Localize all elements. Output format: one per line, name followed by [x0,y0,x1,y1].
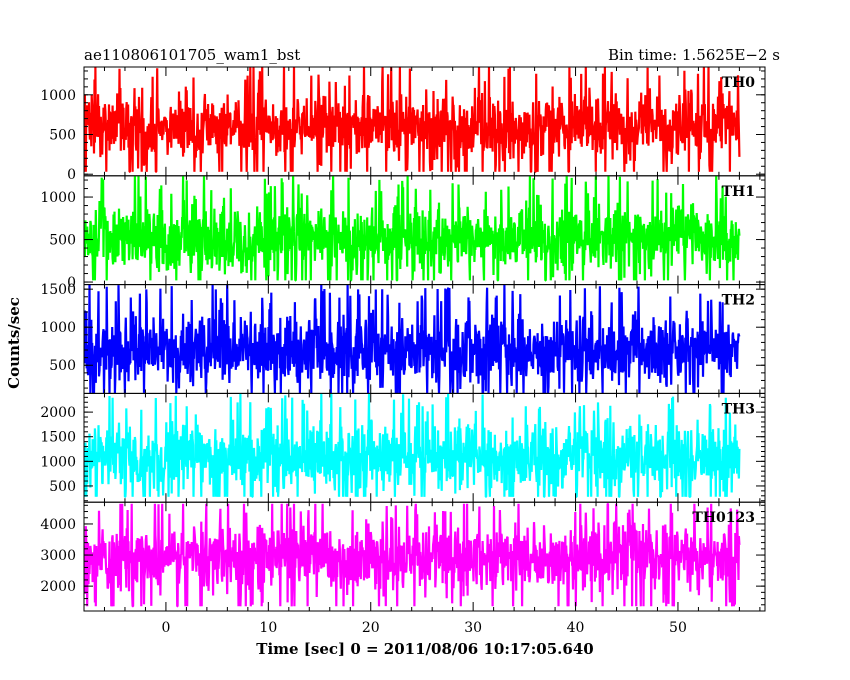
panels-group: 0 500 1000 TH0 0 500 1000 TH1 500 1000 1500 TH2 500 1… [40,66,766,612]
series-th3 [84,393,741,498]
panel-label: TH0 [722,75,756,91]
series-th2 [84,284,741,394]
panel-th0: 0 500 1000 TH0 [40,66,766,183]
x-tick-label: 0 [161,620,170,636]
x-tick-label: 20 [362,620,380,636]
panel-label: TH0123 [692,510,755,526]
y-tick-label: 2000 [40,579,76,595]
panel-label: TH3 [722,401,755,417]
series-th0123 [84,502,741,608]
y-tick-label: 500 [49,128,76,144]
x-tick-label: 50 [669,620,687,636]
series-th0 [84,67,741,173]
panel-label: TH2 [722,293,755,309]
panel-th0123: 2000 3000 4000 TH0123 [40,501,766,612]
y-tick-label: 1000 [40,454,76,470]
panel-frame [83,501,766,612]
series-th1 [84,175,741,282]
y-tick-label: 2000 [40,405,76,421]
y-tick-label: 1000 [40,190,76,206]
y-tick-label: 1500 [40,282,76,298]
y-tick-label: 4000 [40,517,76,533]
x-tick-label: 40 [567,620,585,636]
y-tick-label: 500 [49,479,76,495]
y-tick-label: 1000 [40,88,76,104]
x-axis: 0 10 20 30 40 50 [161,620,686,636]
x-tick-label: 30 [464,620,482,636]
panel-th3: 500 1000 1500 2000 TH3 [40,392,766,503]
y-tick-label: 0 [67,275,76,291]
x-tick-label: 10 [259,620,277,636]
bin-time-label: Bin time: 1.5625E−2 s [608,46,780,64]
panel-th2: 500 1000 1500 TH2 [40,282,766,394]
y-tick-label: 1500 [40,430,76,446]
panel-label: TH1 [722,184,755,200]
y-tick-label: 1000 [40,320,76,336]
chart-title: ae110806101705_wam1_bst [84,46,300,64]
y-axis-title: Counts/sec [5,297,23,389]
panel-th1: 0 500 1000 TH1 [40,175,766,291]
x-axis-title: Time [sec] 0 = 2011/08/06 10:17:05.640 [256,640,593,658]
y-tick-label: 3000 [40,548,76,564]
y-tick-label: 500 [49,233,76,249]
y-tick-label: 500 [49,358,76,374]
y-tick-label: 0 [67,167,76,183]
